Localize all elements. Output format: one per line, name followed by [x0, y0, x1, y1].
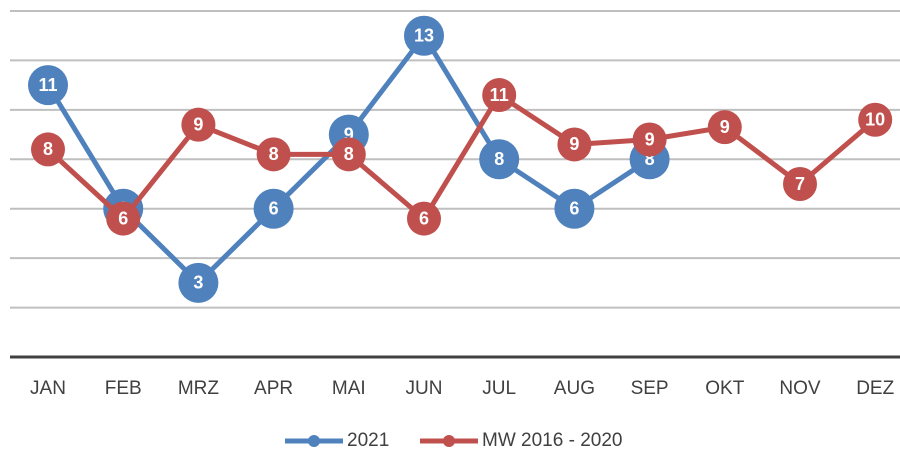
data-label: 8: [43, 139, 53, 159]
data-label: 10: [865, 109, 885, 129]
data-label: 9: [645, 129, 655, 149]
marker: [253, 188, 294, 229]
data-label: 9: [569, 134, 579, 154]
data-label: 13: [414, 25, 434, 45]
data-label: 6: [118, 208, 128, 228]
marker: [256, 137, 291, 172]
line: [46, 92, 877, 222]
data-label: 8: [269, 144, 279, 164]
data-label: 9: [344, 124, 354, 144]
legend-marker: [308, 435, 320, 447]
marker: [554, 188, 595, 229]
data-label: 8: [645, 149, 655, 169]
marker: [31, 132, 65, 167]
marker: [479, 139, 520, 180]
legend-marker: [443, 435, 455, 447]
marker: [181, 107, 216, 142]
legend-label: 2021: [347, 430, 389, 451]
marker: [331, 137, 366, 172]
marker: [858, 102, 893, 137]
x-tick-label: SEP: [631, 378, 669, 399]
marker: [106, 201, 141, 236]
data-label: 8: [344, 144, 354, 164]
x-tick-label: JUL: [482, 378, 516, 399]
data-label: 11: [38, 75, 57, 95]
marker: [404, 15, 444, 56]
data-label: 8: [494, 149, 504, 169]
marker: [632, 122, 667, 157]
x-tick-label: JAN: [30, 378, 66, 399]
data-label: 7: [795, 174, 805, 194]
x-tick-label: NOV: [779, 378, 821, 399]
x-tick-label: FEB: [105, 378, 142, 399]
x-tick-label: DEZ: [856, 378, 894, 399]
marker: [28, 65, 68, 106]
marker: [407, 201, 441, 236]
data-label: 3: [193, 273, 203, 293]
x-tick-label: MRZ: [178, 378, 220, 399]
x-tick-label: MAI: [332, 378, 366, 399]
marker: [783, 167, 817, 201]
marker: [178, 262, 219, 303]
legend-label: MW 2016 - 2020: [482, 430, 622, 451]
data-label: 11: [490, 85, 509, 105]
data-label: 9: [720, 117, 730, 137]
marker: [557, 127, 592, 162]
x-tick-label: APR: [254, 378, 293, 399]
x-tick-label: OKT: [705, 378, 744, 399]
data-label: 9: [193, 114, 203, 134]
x-tick-label: JUN: [406, 378, 443, 399]
marker: [707, 110, 742, 145]
x-tick-label: AUG: [554, 378, 595, 399]
data-label: 6: [569, 198, 579, 218]
marker: [482, 78, 517, 113]
data-label: 6: [269, 198, 279, 218]
data-label: 6: [419, 208, 429, 228]
